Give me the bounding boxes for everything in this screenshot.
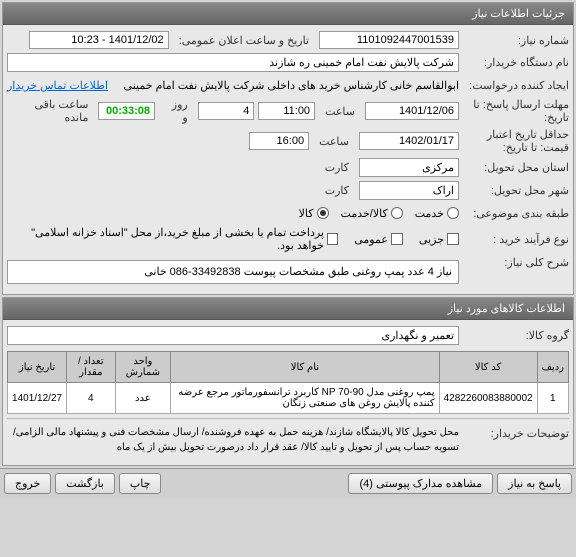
chk-group-item[interactable]: عمومی [354,233,403,246]
day-label: روز و [159,98,194,124]
chk-full-item[interactable]: پرداخت تمام یا بخشی از مبلغ خرید،از محل … [7,226,338,252]
table-header: ردیف [537,352,568,383]
need-number-label: شماره نیاز: [459,34,569,47]
time-label-2: ساعت [313,135,355,148]
province-value: مرکزی [359,158,459,177]
radio-goods-circle [317,207,329,219]
radio-service-item[interactable]: خدمت [415,207,459,220]
table-cell: 4282260083880002 [439,383,537,414]
contact-link[interactable]: اطلاعات تماس خریدار [7,79,108,92]
radio-goods-item[interactable]: کالا [299,207,329,220]
time-label-1: ساعت [319,105,361,118]
city-label: شهر محل تحویل: [459,184,569,197]
reply-deadline-date: 1401/12/06 [365,102,459,120]
buyer-label: نام دستگاه خریدار: [459,56,569,69]
table-header: تعداد / مقدار [67,352,115,383]
announce-label: تاریخ و ساعت اعلان عمومی: [173,34,315,47]
chk-partial-label: جزیی [419,233,444,246]
validity-label: حداقل تاریخ اعتبار قیمت: تا تاریخ: [459,128,569,154]
radio-goods-service-circle [391,207,403,219]
chk-full-box [327,233,338,245]
radio-goods-service-label: کالا/خدمت [341,207,388,220]
chk-group-box [391,233,403,245]
need-number-value: 1101092447001539 [319,31,459,49]
city-value: اراک [359,181,459,200]
group-value: تعمیر و نگهداری [7,326,459,345]
chk-partial-item[interactable]: جزیی [419,233,459,246]
panel-main-header: جزئیات اطلاعات نیاز [3,3,573,25]
desc-label: شرح کلی نیاز: [459,256,569,269]
table-cell: عدد [115,383,171,414]
footer-bar: پاسخ به نیاز مشاهده مدارک پیوستی (4) چاپ… [0,468,576,498]
desc-value: نیاز 4 عدد پمپ روغنی طبق مشخصات پیوست 33… [7,260,459,284]
table-cell: 4 [67,383,115,414]
chk-full-label: پرداخت تمام یا بخشی از مبلغ خرید،از محل … [7,226,324,252]
remain-label: ساعت باقی مانده [7,98,94,124]
chk-partial-box [447,233,459,245]
creator-label: ایجاد کننده درخواست: [459,79,569,92]
radio-service-circle [447,207,459,219]
reply-deadline-label: مهلت ارسال پاسخ: تا تاریخ: [459,98,569,124]
province-label: استان محل تحویل: [459,161,569,174]
print-button[interactable]: چاپ [119,473,162,494]
group-label: گروه کالا: [459,329,569,342]
explain-text: محل تحویل کالا پالایشگاه شازند/ هزینه حم… [7,425,459,455]
table-header: نام کالا [171,352,439,383]
reply-button[interactable]: پاسخ به نیاز [497,473,572,494]
items-table: ردیفکد کالانام کالاواحد شمارشتعداد / مقد… [7,351,569,414]
validity-date: 1402/01/17 [359,132,459,150]
card-label-2: کارت [319,184,355,197]
radio-goods-service-item[interactable]: کالا/خدمت [341,207,403,220]
radio-goods-label: کالا [299,207,314,220]
validity-time: 16:00 [249,132,309,150]
creator-value: ابوالقاسم خانی کارشناس خرید های داخلی شر… [112,79,459,92]
buyer-value: شرکت پالایش نفت امام خمینی ره شازند [7,53,459,72]
budget-label: طبقه بندی موضوعی: [459,207,569,220]
announce-value: 1401/12/02 - 10:23 [29,31,169,49]
budget-radio-group: خدمت کالا/خدمت کالا [7,207,459,220]
panel-items-header: اطلاعات کالاهای مورد نیاز [3,298,573,320]
explain-label: توضیحات خریدار: [459,425,569,440]
table-header: تاریخ نیاز [8,352,67,383]
table-cell: 1401/12/27 [8,383,67,414]
attachments-button[interactable]: مشاهده مدارک پیوستی (4) [348,473,493,494]
timer-value: 00:33:08 [98,102,155,120]
days-remain: 4 [198,102,255,120]
buy-process-label: نوع فرآیند خرید : [459,233,569,246]
buy-process-group: جزیی عمومی پرداخت تمام یا بخشی از مبلغ خ… [7,226,459,252]
table-header: واحد شمارش [115,352,171,383]
reply-deadline-time: 11:00 [258,102,315,120]
card-label-1: کارت [319,161,355,174]
chk-group-label: عمومی [354,233,388,246]
back-button[interactable]: بازگشت [55,473,115,494]
exit-button[interactable]: خروج [4,473,51,494]
radio-service-label: خدمت [415,207,444,220]
table-cell: پمپ روغنی مدل NP 70-90 کاربرد ترانسفورما… [171,383,439,414]
table-row: 14282260083880002پمپ روغنی مدل NP 70-90 … [8,383,569,414]
table-header: کد کالا [439,352,537,383]
table-cell: 1 [537,383,568,414]
